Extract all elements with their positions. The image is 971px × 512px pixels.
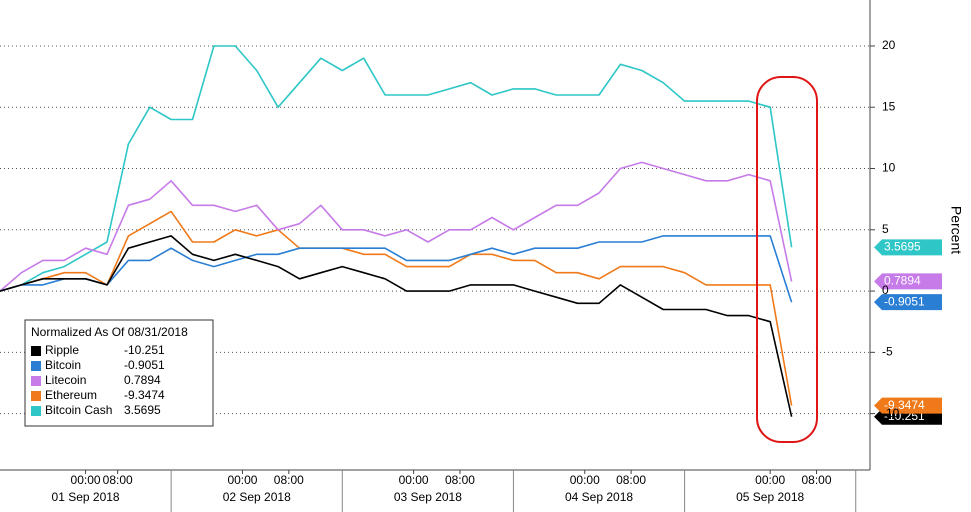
series-line xyxy=(0,235,793,417)
legend: Normalized As Of 08/31/2018 Ripple -10.25… xyxy=(24,319,214,427)
legend-swatch xyxy=(31,361,41,371)
legend-box xyxy=(24,319,214,427)
series-line xyxy=(0,235,793,303)
end-label: 0.7894 xyxy=(884,274,921,288)
legend-value: -0.9051 xyxy=(124,358,165,372)
lines xyxy=(0,45,793,417)
date-label: 04 Sep 2018 xyxy=(565,490,633,504)
y-tick-label: -10 xyxy=(882,406,900,420)
legend-label: Litecoin xyxy=(45,373,86,387)
x-tick-label: 00:00 xyxy=(227,473,257,487)
date-label: 05 Sep 2018 xyxy=(736,490,804,504)
x-tick-label: 00:00 xyxy=(71,473,101,487)
legend-swatch xyxy=(31,346,41,356)
series-line xyxy=(0,161,793,292)
end-label-box xyxy=(874,397,942,414)
y-tick-label: 10 xyxy=(882,161,896,175)
legend-label: Bitcoin Cash xyxy=(45,403,112,417)
legend-value: 3.5695 xyxy=(124,403,161,417)
series-line xyxy=(0,210,793,406)
x-tick-label: 08:00 xyxy=(103,473,133,487)
end-label-box xyxy=(874,273,942,290)
legend-value: 0.7894 xyxy=(124,373,161,387)
x-tick-label: 08:00 xyxy=(274,473,304,487)
y-tick-label: 5 xyxy=(882,222,889,236)
end-label-box xyxy=(874,239,942,256)
x-tick-label: 00:00 xyxy=(399,473,429,487)
end-label-box xyxy=(874,294,942,311)
legend-label: Ethereum xyxy=(45,388,97,402)
legend-swatch xyxy=(31,406,41,416)
date-label: 02 Sep 2018 xyxy=(223,490,291,504)
x-tick-label: 00:00 xyxy=(755,473,785,487)
y-tick-label: 20 xyxy=(882,38,896,52)
x-tick-label: 08:00 xyxy=(616,473,646,487)
legend-swatch xyxy=(31,391,41,401)
legend-title: Normalized As Of 08/31/2018 xyxy=(31,325,188,339)
y-tick-label: 0 xyxy=(882,283,889,297)
x-tick-label: 00:00 xyxy=(570,473,600,487)
x-tick-label: 08:00 xyxy=(445,473,475,487)
end-label: -9.3474 xyxy=(884,398,925,412)
y-tick-label: 15 xyxy=(882,99,896,113)
legend-value: -10.251 xyxy=(124,343,165,357)
legend-label: Ripple xyxy=(45,343,79,357)
end-label: -0.9051 xyxy=(884,294,925,308)
date-label: 03 Sep 2018 xyxy=(394,490,462,504)
legend-label: Bitcoin xyxy=(45,358,81,372)
series-line xyxy=(0,45,793,292)
legend-swatch xyxy=(31,376,41,386)
date-label: 01 Sep 2018 xyxy=(52,490,120,504)
legend-value: -9.3474 xyxy=(124,388,165,402)
highlight-annotation xyxy=(756,76,818,443)
y-tick-label: -5 xyxy=(882,345,893,359)
x-tick-label: 08:00 xyxy=(802,473,832,487)
end-label: 3.5695 xyxy=(884,239,921,253)
y-axis-label: Percent xyxy=(948,206,964,254)
